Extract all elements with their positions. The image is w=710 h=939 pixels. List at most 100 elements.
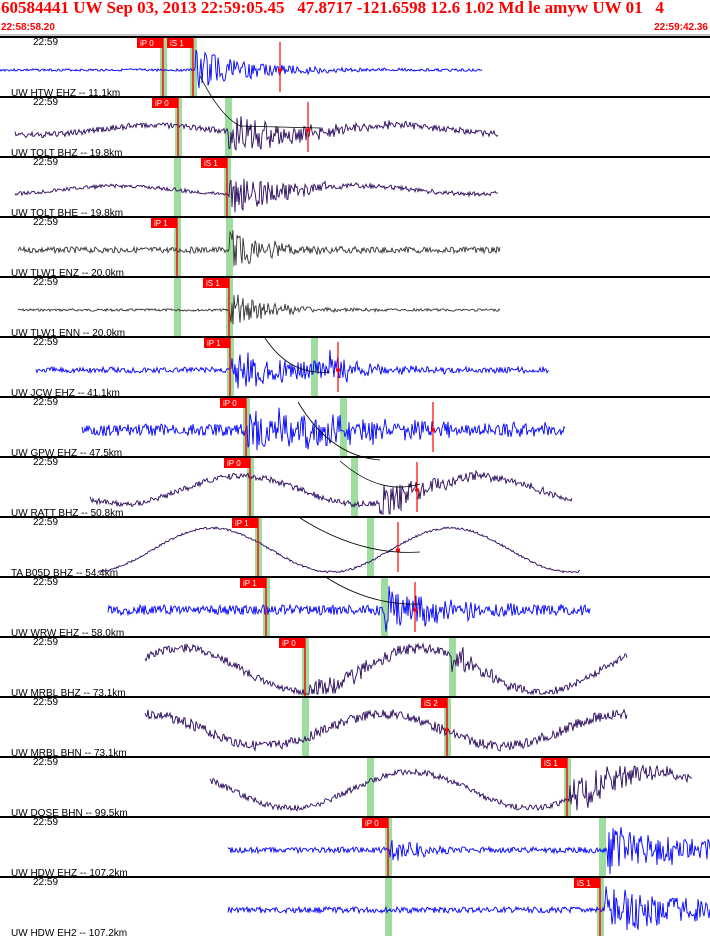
pick-label-box [220,398,246,408]
trace-panel: 22:59 UW DOSE BHN -- 99.5km [0,756,710,819]
trace-panel: 22:59 UW TOLT BHE -- 19.8km [0,156,710,219]
station-trace: iP 1 [17,218,501,276]
waveform-line [97,526,580,574]
panel-time-label: 22:59 [33,757,59,768]
pick-label: iP 1 [207,339,221,348]
station-label: UW GPW EHZ -- 47.5km [11,448,123,459]
pick-label-box [137,38,163,48]
pick-label: iP 1 [235,519,249,528]
theoretical-arrival-band [381,578,388,636]
waveform-line [89,469,573,515]
station-trace: iS 1 [227,878,710,936]
station-label: UW WRW EHZ -- 58.0km [11,628,125,639]
theoretical-arrival-band [174,158,181,216]
panel-time-label: 22:59 [33,97,59,108]
panel-time-label: 22:59 [33,697,59,708]
waveform-line [209,764,693,812]
theoretical-arrival-band [599,818,606,876]
waveform-line [0,49,483,89]
trace-panel: 22:59 UW MRBL BHZ -- 73.1km [0,636,710,699]
station-trace: iS 2 [144,698,628,756]
travel-time-curve [339,460,421,488]
pick-label: iP 0 [365,819,379,828]
station-label: UW HDW EH2 -- 107.2km [11,928,128,939]
station-label: UW TLW1 ENZ -- 20.0km [11,268,124,279]
pick-label-box [203,278,229,288]
travel-time-curve [299,517,421,553]
pick-label-box [152,98,178,108]
waveform-line [227,886,710,931]
pick-label-box [167,38,193,48]
trace-panels: 22:59 UW HTW EHZ -- 11.1km 22:59 UW TOLT BH… [0,36,710,939]
pick-label-box [232,518,258,528]
panel-time-label: 22:59 [33,877,59,888]
pick-label-box [204,338,230,348]
seismogram-traces: iP 0 iS 1 iP 0 iS 1 iP 1 iS 1 iP 1 iP 0 iP 0 iP 1… [0,38,710,936]
station-label: UW TLW1 ENN -- 20.0km [11,328,126,339]
trace-panel: 22:59 UW JCW EHZ -- 41.1km [0,336,710,399]
pick-label-box [224,458,250,468]
panel-time-label: 22:59 [33,817,59,828]
panel-time-label: 22:59 [33,277,59,288]
theoretical-arrival-band [302,698,309,756]
pick-label-box [362,818,388,828]
panel-time-label: 22:59 [33,577,59,588]
trace-panel: 22:59 UW HDW EHZ -- 107.2km [0,816,710,879]
waveform-line [144,642,628,696]
waveform-line [107,586,591,632]
station-trace: iS 1 [14,158,499,216]
travel-time-curve [323,575,421,605]
trace-panel: 22:59 UW WRW EHZ -- 58.0km [0,576,710,639]
station-trace: iP 0 [89,458,573,516]
theoretical-arrival-band [174,278,181,336]
header-divider [0,34,710,36]
trace-panel: 22:59 UW TLW1 ENN -- 20.0km [0,276,710,339]
theoretical-arrival-band [311,338,318,396]
station-label: UW MRBL BHN -- 73.1km [11,748,127,759]
trace-panel: 22:59 UW HTW EHZ -- 11.1km [0,36,710,99]
pick-label: iS 1 [206,279,220,288]
panel-time-label: 22:59 [33,217,59,228]
waveform-line [14,116,499,151]
seismogram-header: 60584441 UW Sep 03, 2013 22:59:05.45 47.… [0,0,710,36]
station-trace: iP 0 [227,818,710,876]
waveform-line [81,407,566,451]
panel-time-label: 22:59 [33,337,59,348]
station-label: UW RATT BHZ -- 50.8km [11,508,124,519]
trace-panel: 22:59 UW TLW1 ENZ -- 20.0km [0,216,710,279]
pick-label: iS 1 [577,879,591,888]
pick-label-box [279,638,305,648]
pick-label-box [421,698,447,708]
panel-time-label: 22:59 [33,457,59,468]
panel-time-label: 22:59 [33,517,59,528]
pick-label: iP 0 [227,459,241,468]
station-trace: iP 0 [14,98,499,156]
pick-label: iP 0 [223,399,237,408]
pick-label-box [151,218,177,228]
travel-time-curve [297,401,381,461]
event-title: 60584441 UW Sep 03, 2013 22:59:05.45 47.… [1,0,664,17]
waveform-line [17,230,501,267]
station-trace: iS 1 [17,278,501,336]
trace-panel: 22:59 UW RATT BHZ -- 50.8km [0,456,710,519]
station-label: UW HDW EHZ -- 107.2km [11,868,128,879]
station-trace: iP 0 [81,398,566,456]
pick-label-box [541,758,567,768]
pick-label: iS 1 [544,759,558,768]
waveform-line [227,827,710,875]
start-time: 22:58:58.20 [1,22,55,33]
station-trace: iP 1 [97,518,580,576]
pick-label: iP 0 [140,39,154,48]
station-label: UW TOLT BHE -- 19.8km [11,208,124,219]
travel-time-curve [199,75,321,129]
station-label: TA B05D BHZ -- 54.4km [11,568,119,579]
station-trace: iS 1 [209,758,693,816]
panel-time-label: 22:59 [33,37,59,48]
station-trace: iP 1 [107,578,591,636]
station-trace: iP 1 [35,338,550,396]
pick-label: iP 0 [155,99,169,108]
station-label: UW DOSE BHN -- 99.5km [11,808,128,819]
pick-label-box [201,158,227,168]
theoretical-arrival-band [351,458,358,516]
station-label: UW HTW EHZ -- 11.1km [11,88,121,99]
